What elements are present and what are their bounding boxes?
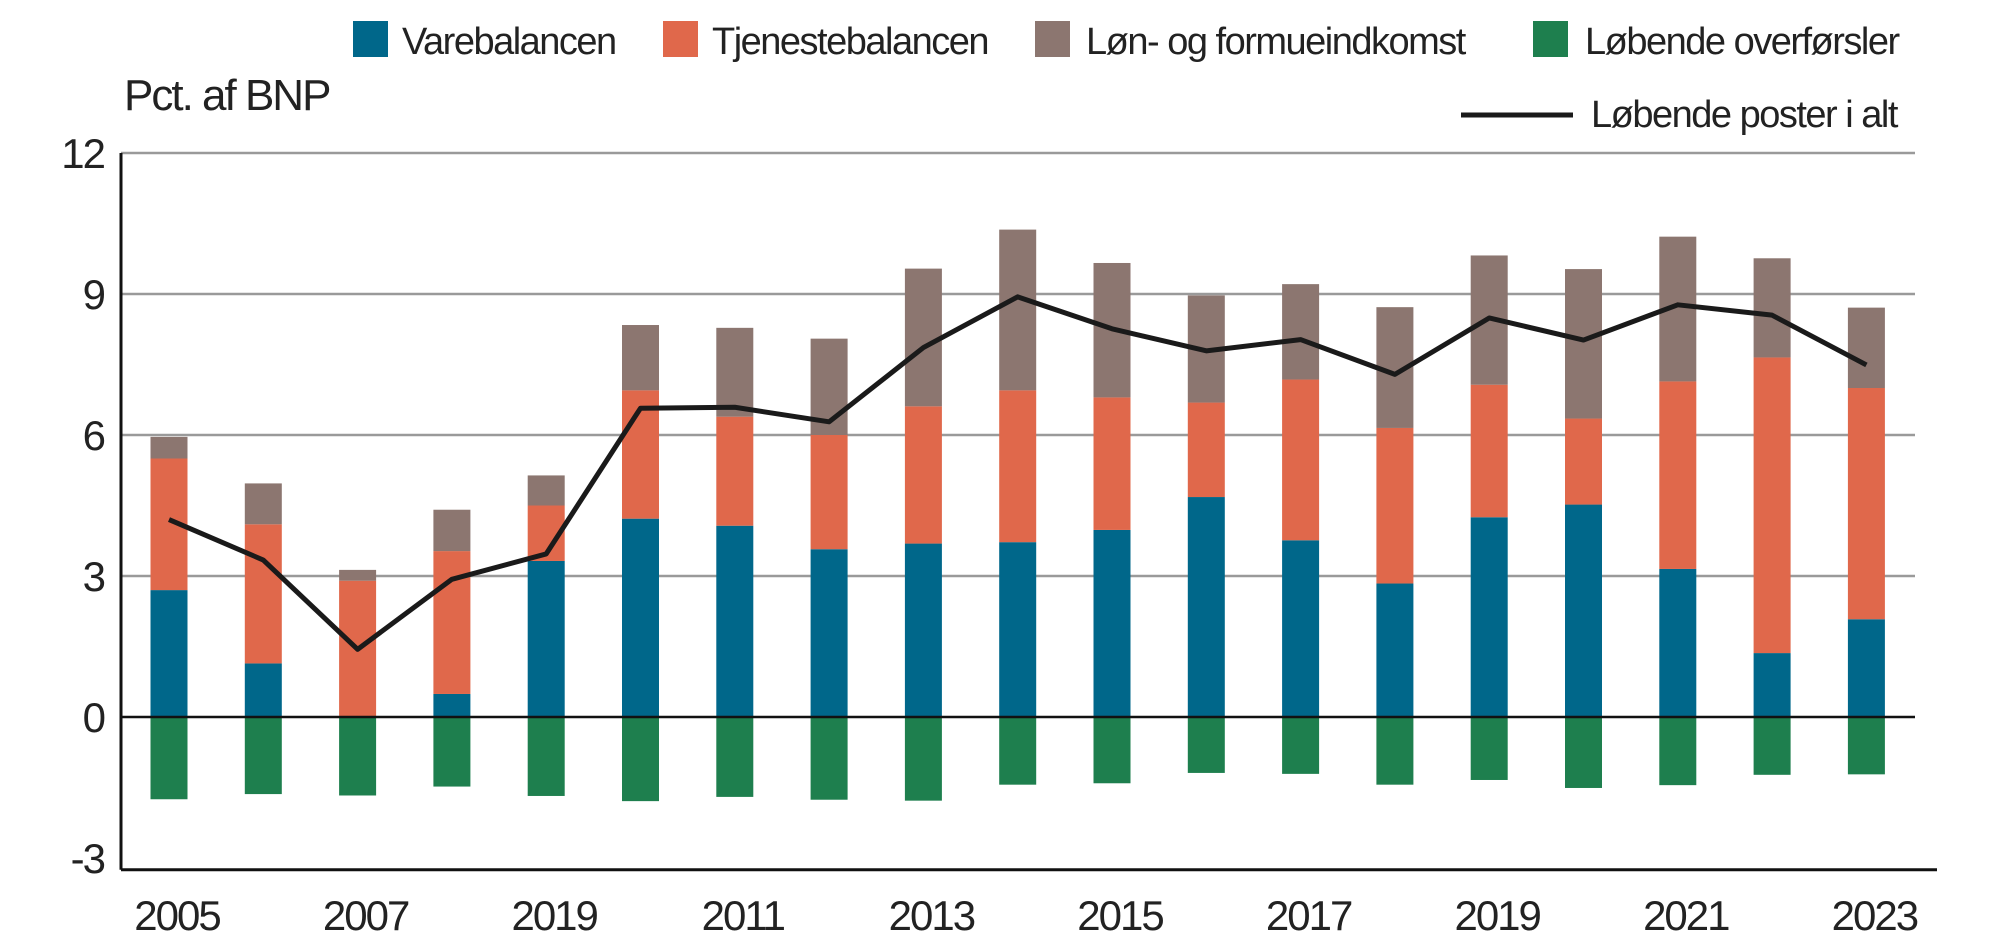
legend: Varebalancen Tjenestebalancen Løn- og fo…	[353, 21, 1902, 136]
bar-2018-3	[1376, 717, 1414, 785]
bar-2017-3	[1282, 717, 1320, 774]
bar-2010-3	[622, 717, 659, 802]
y-tick-label: 9	[83, 271, 105, 318]
bar-2020-1	[1565, 418, 1602, 505]
bar-2012-1	[810, 435, 848, 550]
bar-2020-2	[1565, 269, 1602, 419]
bar-2020-3	[1565, 717, 1602, 788]
legend-swatch-loebende-overfoersler	[1533, 21, 1568, 57]
x-tick-label: 2005	[134, 892, 220, 939]
legend-swatch-tjenestebalancen	[663, 21, 698, 57]
bar-2013-2	[904, 268, 942, 407]
total-line	[168, 294, 1868, 652]
legend-swatch-loen-formueindkomst	[1035, 21, 1070, 57]
legend-swatch-varebalancen	[353, 21, 388, 57]
bar-2018-1	[1376, 427, 1414, 584]
legend-label-total: Løbende poster i alt	[1591, 94, 1899, 136]
bar-2023-3	[1847, 717, 1885, 775]
x-tick-label: 2017	[1266, 892, 1352, 939]
bar-2018-0	[1376, 583, 1414, 717]
bar-2014-1	[999, 390, 1037, 543]
x-tick-label: 2019	[511, 892, 597, 939]
bar-2023-0	[1847, 619, 1885, 717]
bar-2022-0	[1753, 653, 1791, 717]
bar-2006-0	[244, 663, 282, 717]
bar-2015-1	[1093, 397, 1131, 530]
bar-2008-1	[433, 551, 471, 694]
bar-2022-2	[1753, 258, 1791, 358]
bar-2005-3	[150, 717, 188, 800]
total-line-path	[168, 294, 1868, 652]
bar-2022-1	[1753, 357, 1791, 654]
y-tick-label: 12	[61, 130, 104, 177]
bar-2023-1	[1847, 388, 1885, 620]
bar-2010-2	[622, 325, 659, 391]
bar-2013-3	[904, 717, 942, 801]
bar-2011-0	[716, 525, 754, 717]
legend-label-tjenestebalancen: Tjenestebalancen	[712, 21, 988, 63]
bar-2006-3	[244, 717, 282, 795]
axes	[119, 153, 1937, 872]
x-tick-label: 2019	[1454, 892, 1540, 939]
bar-2021-3	[1659, 717, 1697, 786]
x-tick-label: 2015	[1077, 892, 1163, 939]
bar-2009-0	[527, 560, 565, 717]
y-tick-labels: 12 9 6 3 0 -3	[61, 130, 106, 882]
x-tick-label: 2023	[1832, 892, 1918, 939]
bar-2013-0	[904, 543, 942, 717]
bar-2019-3	[1470, 717, 1508, 780]
bar-2014-0	[999, 542, 1037, 717]
bar-2012-3	[810, 717, 848, 800]
bar-2009-2	[527, 475, 565, 506]
bar-2011-1	[716, 416, 754, 526]
bar-2010-0	[622, 518, 659, 717]
bar-2022-3	[1753, 717, 1791, 775]
bar-2020-0	[1565, 504, 1602, 717]
bar-2011-2	[716, 327, 754, 417]
bar-2006-2	[244, 483, 282, 525]
y-tick-label: 3	[83, 553, 105, 600]
x-tick-label: 2013	[889, 892, 975, 939]
bar-2015-0	[1093, 529, 1131, 717]
bar-2016-3	[1187, 717, 1225, 773]
bar-2019-1	[1470, 384, 1508, 518]
x-tick-labels: 2005 2007 2019 2011 2013 2015 2017 2019 2021 2023	[134, 892, 1919, 939]
bar-2011-3	[716, 717, 754, 797]
bar-2007-2	[339, 569, 377, 581]
y-tick-label: -3	[71, 835, 105, 882]
bar-2005-0	[150, 590, 188, 717]
bar-2006-1	[244, 524, 282, 664]
x-tick-label: 2021	[1643, 892, 1729, 939]
bar-2016-0	[1187, 497, 1225, 717]
bar-2017-1	[1282, 379, 1320, 541]
bar-2008-3	[433, 717, 471, 787]
legend-label-loen-formueindkomst: Løn- og formueindkomst	[1086, 21, 1467, 63]
bar-2012-0	[810, 549, 848, 717]
bar-2015-3	[1093, 717, 1131, 784]
bar-2017-0	[1282, 540, 1320, 717]
bar-2023-2	[1847, 307, 1885, 388]
bar-2014-2	[999, 229, 1037, 391]
bar-2005-2	[150, 436, 188, 459]
bar-2009-3	[527, 717, 565, 796]
bar-2008-2	[433, 509, 471, 552]
bar-2014-3	[999, 717, 1037, 785]
bar-2017-2	[1282, 284, 1320, 380]
bar-2008-0	[433, 693, 471, 717]
y-tick-label: 0	[83, 694, 105, 741]
bar-2016-1	[1187, 402, 1225, 498]
x-tick-label: 2007	[323, 892, 409, 939]
bar-2021-1	[1659, 381, 1697, 569]
x-tick-label: 2011	[702, 892, 785, 939]
legend-label-loebende-overfoersler: Løbende overførsler	[1585, 21, 1900, 63]
y-axis-label: Pct. af BNP	[124, 71, 330, 120]
legend-label-varebalancen: Varebalancen	[402, 21, 616, 63]
y-tick-label: 6	[83, 412, 105, 459]
bars	[150, 229, 1885, 802]
bar-2007-3	[339, 717, 377, 796]
bar-2021-0	[1659, 568, 1697, 717]
bar-2019-0	[1470, 517, 1508, 717]
bar-2013-1	[904, 406, 942, 544]
